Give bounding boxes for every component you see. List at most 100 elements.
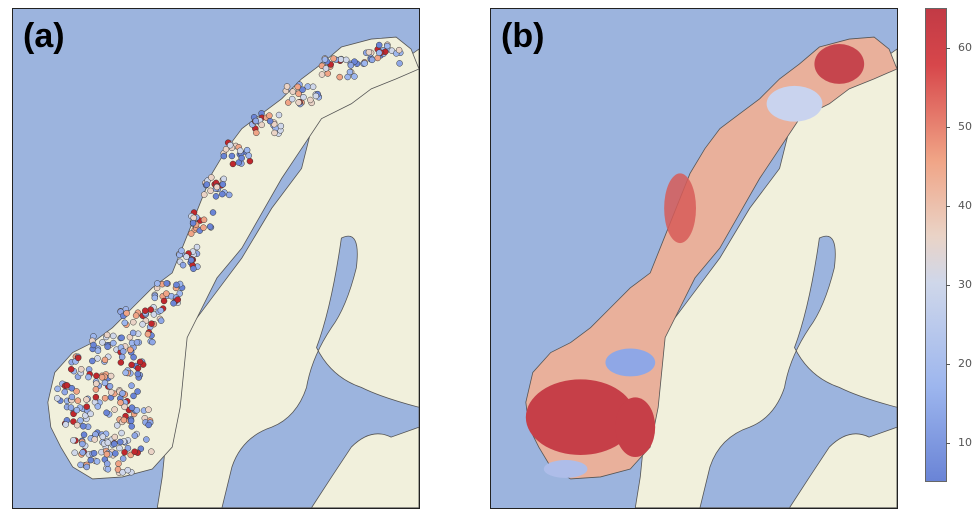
station-point — [143, 436, 150, 443]
field-low-central — [605, 348, 656, 377]
station-point — [79, 449, 86, 456]
station-point — [124, 466, 131, 474]
station-point — [176, 290, 184, 297]
station-point — [206, 223, 214, 230]
station-point — [368, 56, 376, 64]
station-point — [207, 187, 214, 195]
station-point — [121, 403, 128, 411]
station-point — [92, 393, 100, 401]
station-point — [163, 290, 170, 297]
station-point — [103, 451, 111, 458]
station-point — [104, 466, 112, 473]
station-point — [190, 214, 197, 222]
station-point — [132, 312, 140, 319]
station-point — [68, 393, 76, 401]
station-point — [266, 117, 274, 125]
station-point — [104, 439, 112, 446]
station-point — [187, 256, 195, 264]
map-a-svg — [13, 9, 419, 508]
station-point — [87, 456, 94, 464]
station-point — [229, 160, 237, 168]
station-point — [120, 416, 128, 424]
station-point — [118, 429, 125, 437]
station-point — [145, 406, 152, 413]
station-point — [201, 191, 208, 198]
station-point — [299, 86, 306, 93]
station-point — [200, 224, 207, 231]
station-point — [271, 129, 278, 137]
station-point — [130, 392, 137, 400]
station-point — [101, 394, 109, 402]
station-point — [178, 247, 185, 254]
station-point — [129, 329, 137, 337]
station-point — [90, 450, 98, 457]
station-point — [110, 339, 117, 347]
station-point — [148, 320, 155, 327]
station-point — [203, 181, 211, 188]
station-point — [111, 440, 118, 448]
station-point — [294, 83, 301, 91]
station-point — [111, 433, 119, 441]
station-point — [226, 142, 234, 149]
station-point — [237, 147, 244, 154]
station-point — [200, 216, 208, 224]
station-point — [127, 346, 134, 354]
station-point — [149, 338, 156, 346]
station-point — [375, 49, 383, 56]
station-point — [79, 440, 86, 448]
station-point — [190, 265, 197, 272]
station-point — [365, 48, 373, 56]
panel-label-b: (b) — [501, 17, 545, 55]
station-point — [73, 421, 81, 429]
colorbar-tick-20: 20 — [946, 357, 972, 370]
station-point — [289, 88, 297, 95]
panel-label-a: (a) — [23, 17, 65, 55]
station-point — [170, 300, 177, 307]
station-point — [118, 353, 126, 361]
station-point — [54, 385, 61, 393]
colorbar-tick-50: 50 — [946, 120, 972, 133]
station-point — [121, 449, 128, 456]
station-point — [107, 372, 115, 380]
station-point — [112, 450, 119, 457]
station-point — [63, 382, 71, 389]
station-point — [253, 129, 260, 137]
station-point — [238, 154, 245, 162]
station-point — [277, 122, 285, 130]
station-point — [93, 380, 100, 387]
station-point — [245, 152, 252, 159]
station-point — [101, 379, 109, 387]
station-point — [157, 307, 165, 314]
station-point — [118, 334, 125, 342]
station-point — [61, 388, 68, 396]
station-point — [343, 56, 350, 64]
station-point — [119, 390, 126, 397]
station-point — [94, 347, 102, 354]
station-point — [128, 404, 136, 411]
station-point — [208, 174, 215, 181]
station-point — [222, 146, 230, 153]
station-point — [130, 318, 137, 326]
station-point — [322, 65, 330, 72]
station-point — [295, 90, 302, 97]
station-point — [347, 62, 355, 69]
station-point — [80, 423, 87, 430]
station-point — [351, 73, 358, 80]
station-point — [193, 243, 201, 251]
station-point — [117, 359, 125, 366]
station-point — [54, 395, 61, 402]
station-point — [295, 99, 302, 106]
station-point — [148, 448, 155, 455]
station-point — [219, 181, 227, 188]
station-point — [346, 68, 354, 76]
station-point — [131, 432, 139, 439]
station-point — [307, 96, 314, 104]
station-point — [74, 397, 82, 404]
station-point — [154, 280, 161, 287]
map-panel-b: (b) — [490, 8, 898, 509]
station-point — [209, 209, 217, 216]
station-point — [283, 83, 291, 90]
station-point — [122, 369, 129, 376]
station-point — [179, 261, 187, 269]
station-point — [375, 41, 383, 49]
